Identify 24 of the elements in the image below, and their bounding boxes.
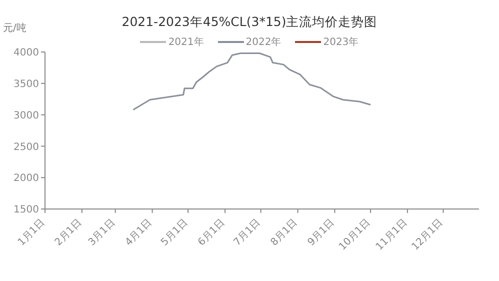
x-tick-label: 2月1日 xyxy=(53,217,84,248)
x-tick-label: 3月1日 xyxy=(86,217,118,248)
x-tick-label: 5月1日 xyxy=(159,217,190,248)
x-tick-label: 1月1日 xyxy=(16,217,48,248)
x-tick-label: 12月1日 xyxy=(410,217,446,253)
x-tick-label: 9月1日 xyxy=(306,217,337,248)
x-tick-label: 10月1日 xyxy=(337,217,373,253)
legend-label: 2023年 xyxy=(323,36,359,49)
x-tick-label: 8月1日 xyxy=(268,217,300,248)
y-tick-label: 1500 xyxy=(14,204,39,216)
y-tick-label: 2000 xyxy=(14,173,39,184)
y-tick-label: 4000 xyxy=(14,48,39,59)
line-series xyxy=(132,52,372,111)
y-tick-label: 3500 xyxy=(14,78,39,90)
y-tick-label: 2500 xyxy=(14,142,39,153)
x-tick-label: 7月1日 xyxy=(232,217,263,248)
x-tick-label: 6月1日 xyxy=(196,217,228,248)
y-axis-title: 元/吨 xyxy=(3,22,26,35)
x-tick-label: 11月1日 xyxy=(374,217,410,253)
x-tick-label: 4月1日 xyxy=(124,217,154,248)
chart-title: 2021-2023年45%CL(3*15)主流均价走势图 xyxy=(122,14,378,29)
y-tick-label: 3000 xyxy=(14,110,39,122)
legend-label: 2021年 xyxy=(168,36,204,49)
legend-label: 2022年 xyxy=(246,36,282,49)
